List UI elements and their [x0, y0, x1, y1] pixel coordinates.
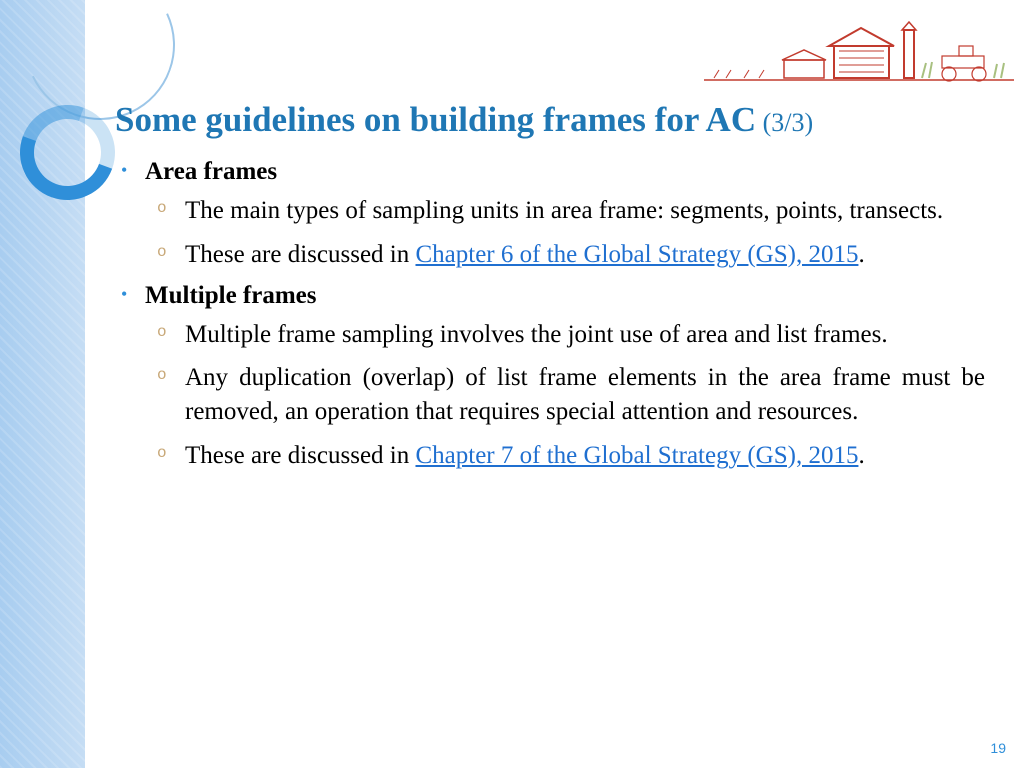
title-suffix: (3/3) — [756, 108, 813, 137]
title-main: Some guidelines on building frames for A… — [115, 100, 756, 139]
list-item: Any duplication (overlap) of list frame … — [145, 361, 1015, 429]
sub-list: Multiple frame sampling involves the joi… — [145, 318, 1015, 473]
chapter-6-link[interactable]: Chapter 6 of the Global Strategy (GS), 2… — [415, 241, 858, 268]
item-text-post: . — [858, 442, 864, 469]
list-item: The main types of sampling units in area… — [145, 194, 1015, 228]
list-item: These are discussed in Chapter 7 of the … — [145, 439, 1015, 473]
list-item: Multiple frame sampling involves the joi… — [145, 318, 1015, 352]
item-text-pre: These are discussed in — [185, 241, 415, 268]
farm-illustration — [704, 18, 1014, 88]
section-label: Area frames — [145, 158, 277, 185]
slide-title: Some guidelines on building frames for A… — [115, 100, 1015, 140]
item-text-pre: These are discussed in — [185, 442, 415, 469]
item-text: The main types of sampling units in area… — [185, 197, 943, 224]
item-text: Multiple frame sampling involves the joi… — [185, 321, 888, 348]
section-area-frames: Area frames The main types of sampling u… — [115, 158, 1015, 272]
page-number: 19 — [990, 740, 1006, 756]
list-item: These are discussed in Chapter 6 of the … — [145, 238, 1015, 272]
top-bullet-list: Area frames The main types of sampling u… — [115, 158, 1015, 473]
chapter-7-link[interactable]: Chapter 7 of the Global Strategy (GS), 2… — [415, 442, 858, 469]
section-label: Multiple frames — [145, 282, 316, 309]
sub-list: The main types of sampling units in area… — [145, 194, 1015, 272]
section-multiple-frames: Multiple frames Multiple frame sampling … — [115, 282, 1015, 473]
item-text-post: . — [858, 241, 864, 268]
slide-content: Some guidelines on building frames for A… — [115, 100, 1015, 483]
item-text: Any duplication (overlap) of list frame … — [185, 364, 985, 425]
